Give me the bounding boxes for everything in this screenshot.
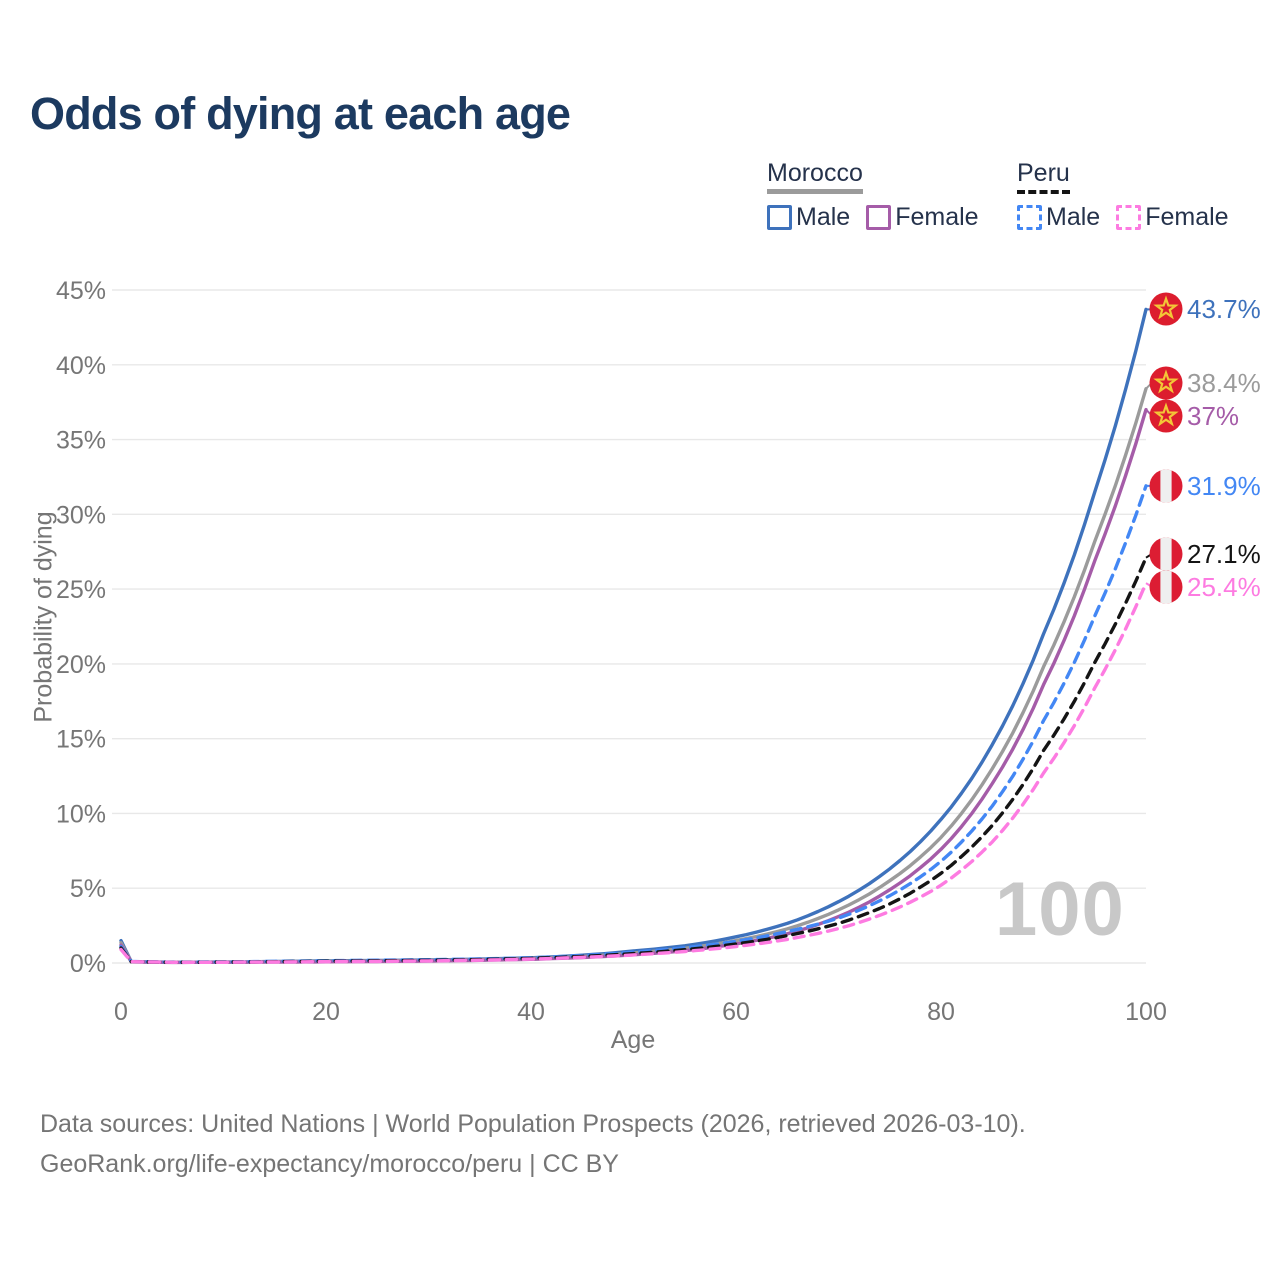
legend-item-label: Male [796,203,851,232]
series-line-peru-female [119,581,1148,964]
end-label-value: 31.9% [1187,470,1261,501]
x-axis-ticks: 0 20 40 60 80 100 [114,998,1167,1026]
series-line-peru-male [119,484,1148,964]
page-title: Odds of dying at each age [30,88,571,139]
y-tick-label: 20% [56,651,106,679]
legend-peru-line-sample [1017,190,1070,195]
y-tick-label: 15% [56,726,106,754]
end-label-peru-male: 31.9% [1149,469,1261,503]
end-label-peru: 27.1% [1149,537,1261,571]
end-label-value: 37% [1187,400,1240,431]
x-tick-label: 60 [722,998,750,1026]
legend-item-peru-female[interactable]: Female [1116,203,1229,232]
end-label-value: 27.1% [1187,538,1261,569]
footer-attribution: GeoRank.org/life-expectancy/morocco/peru… [40,1150,619,1178]
end-label-peru-female: 25.4% [1149,570,1261,604]
y-tick-label: 0% [70,950,106,978]
y-tick-label: 25% [56,576,106,604]
y-tick-label: 10% [56,800,106,828]
legend-swatch-icon [1017,205,1042,231]
morocco-flag-icon [1149,366,1183,400]
y-tick-label: 40% [56,352,106,380]
end-label-value: 38.4% [1187,367,1261,398]
legend-group-morocco: Morocco Male Female [767,160,979,232]
legend-item-label: Male [1046,203,1101,232]
legend-item-morocco-male[interactable]: Male [767,203,850,232]
watermark-age-100: 100 [995,867,1125,952]
end-label-morocco-female: 37% [1149,399,1239,433]
x-axis-title: Age [610,1026,656,1054]
morocco-flag-icon [1149,399,1183,433]
legend-country-label: Morocco [767,159,863,187]
footer: Data sources: United Nations | World Pop… [40,1104,1026,1184]
end-label-value: 43.7% [1187,293,1261,324]
y-tick-label: 45% [56,277,106,305]
legend-item-morocco-female[interactable]: Female [866,203,979,232]
y-tick-label: 30% [56,501,106,529]
series-line-morocco [119,387,1148,964]
series-line-peru [119,556,1148,964]
x-tick-label: 40 [517,998,545,1026]
series-lines [119,307,1148,965]
y-axis-title: Probability of dying [29,511,58,723]
legend-series-peru-both[interactable]: Peru [1017,159,1070,195]
gridlines [112,289,1146,964]
legend-item-peru-male[interactable]: Male [1017,203,1100,232]
legend-item-label: Female [1145,203,1229,232]
peru-flag-icon [1149,537,1183,571]
peru-flag-icon [1149,469,1183,503]
x-tick-label: 80 [927,998,955,1026]
y-tick-label: 5% [70,875,106,903]
legend-swatch-icon [767,205,792,231]
x-tick-label: 20 [312,998,340,1026]
legend-series-morocco-both[interactable]: Morocco [767,159,863,195]
x-tick-label: 100 [1125,998,1167,1026]
legend-swatch-icon [1116,205,1142,231]
legend-group-peru: Peru Male Female [1017,160,1229,232]
peru-flag-icon [1149,570,1183,604]
series-line-morocco-male [119,307,1148,964]
end-label-value: 25.4% [1187,571,1261,602]
y-tick-label: 35% [56,427,106,455]
footer-data-sources: Data sources: United Nations | World Pop… [40,1110,1026,1138]
legend-morocco-line-sample [767,189,863,195]
legend-item-label: Female [895,203,979,232]
morocco-flag-icon [1149,292,1183,326]
legend-swatch-icon [866,205,892,231]
y-axis-ticks: 0% 5% 10% 15% 20% 25% 30% 35% 40% 45% [56,277,106,978]
series-line-morocco-female [119,407,1148,965]
end-label-morocco: 38.4% [1149,366,1261,400]
x-tick-label: 0 [114,998,128,1026]
legend-country-label: Peru [1017,159,1070,187]
end-label-morocco-male: 43.7% [1149,292,1261,326]
